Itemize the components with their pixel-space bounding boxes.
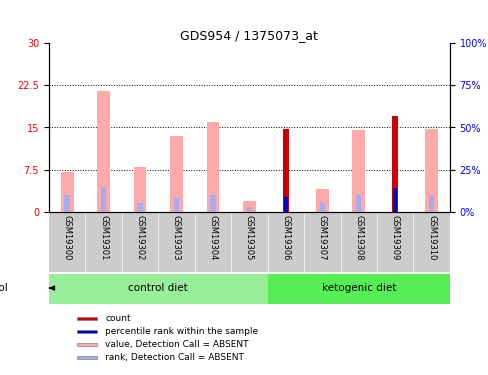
Text: GSM19305: GSM19305	[244, 215, 253, 260]
Bar	[173, 198, 179, 212]
Bar	[267, 274, 449, 304]
Bar	[243, 201, 255, 212]
Text: rank, Detection Call = ABSENT: rank, Detection Call = ABSENT	[105, 353, 244, 362]
Bar	[77, 317, 97, 320]
Text: control diet: control diet	[128, 283, 188, 293]
Text: count: count	[105, 314, 130, 323]
Bar	[61, 172, 73, 212]
Text: percentile rank within the sample: percentile rank within the sample	[105, 327, 258, 336]
Text: GSM19300: GSM19300	[62, 215, 71, 260]
Bar	[133, 167, 146, 212]
Bar	[425, 129, 437, 212]
Text: ketogenic diet: ketogenic diet	[321, 283, 395, 293]
Text: value, Detection Call = ABSENT: value, Detection Call = ABSENT	[105, 340, 248, 349]
Text: GSM19303: GSM19303	[172, 215, 181, 260]
Bar	[64, 195, 70, 212]
Bar	[284, 196, 287, 212]
Text: GSM19301: GSM19301	[99, 215, 108, 260]
Bar	[428, 195, 433, 212]
Bar	[352, 130, 365, 212]
Text: GSM19304: GSM19304	[208, 215, 217, 260]
Bar	[282, 129, 288, 212]
Bar	[170, 136, 183, 212]
Bar	[319, 203, 325, 212]
Bar	[355, 195, 361, 212]
Bar	[77, 356, 97, 359]
Bar	[206, 122, 219, 212]
Text: GSM19308: GSM19308	[353, 215, 363, 260]
Bar	[315, 189, 328, 212]
Bar	[210, 195, 215, 212]
Bar	[137, 203, 142, 212]
Bar	[101, 186, 106, 212]
Bar	[246, 207, 252, 212]
Bar	[97, 91, 110, 212]
Bar	[77, 343, 97, 346]
Bar	[391, 116, 398, 212]
Text: GSM19309: GSM19309	[390, 215, 399, 260]
Text: protocol: protocol	[0, 283, 7, 293]
Text: GSM19310: GSM19310	[427, 215, 435, 260]
Text: GSM19306: GSM19306	[281, 215, 290, 260]
Text: GSM19307: GSM19307	[317, 215, 326, 260]
Text: GSM19302: GSM19302	[135, 215, 144, 260]
Bar	[392, 188, 396, 212]
Bar	[77, 330, 97, 333]
Bar	[49, 274, 267, 304]
Title: GDS954 / 1375073_at: GDS954 / 1375073_at	[180, 29, 318, 42]
